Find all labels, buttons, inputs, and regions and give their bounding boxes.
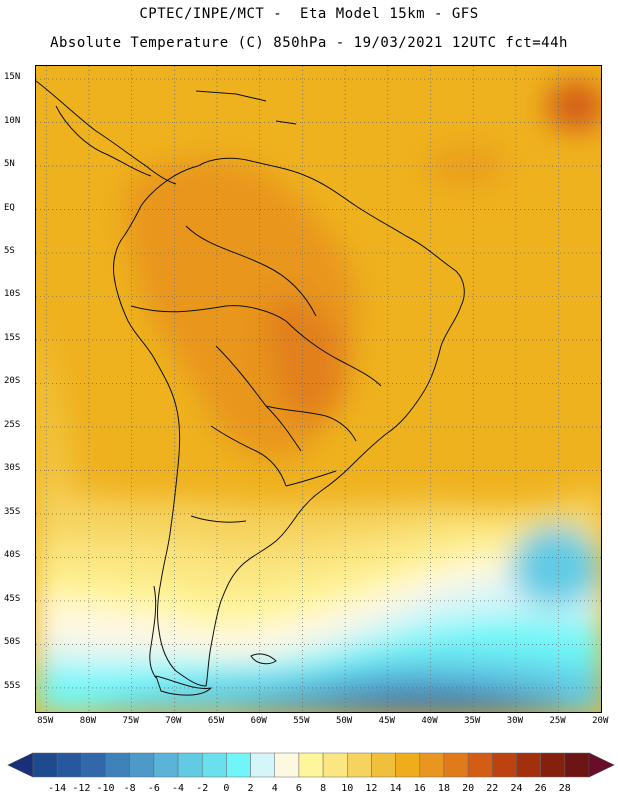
colorbar-cell — [250, 752, 275, 778]
colorbar-arrow-high — [588, 752, 615, 778]
temperature-map — [35, 65, 602, 713]
colorbar-tick-label: 12 — [365, 783, 378, 794]
title-line-2: Absolute Temperature (C) 850hPa - 19/03/… — [50, 35, 568, 51]
colorbar-tick-label: 16 — [413, 783, 426, 794]
graticule — [36, 66, 601, 712]
lat-label: 25S — [4, 419, 21, 430]
map-canvas — [36, 66, 601, 712]
colorbar-cell — [492, 752, 517, 778]
colorbar-cell — [56, 752, 82, 778]
colorbar-tick-label: 6 — [295, 783, 302, 794]
colorbar-cell — [371, 752, 396, 778]
lat-label: 15N — [4, 72, 21, 83]
colorbar-cell — [81, 752, 106, 778]
colorbar-cell — [274, 752, 300, 778]
lat-label: 50S — [4, 637, 21, 648]
lon-label: 75W — [122, 716, 139, 726]
colorbar-tick-label: 2 — [247, 783, 254, 794]
colorbar-tick-label: 10 — [341, 783, 354, 794]
lon-label: 65W — [207, 716, 225, 726]
lat-label: 30S — [4, 463, 21, 474]
colorbar-tick-label: 14 — [389, 783, 402, 794]
lat-label: EQ — [4, 202, 15, 213]
colorbar-cell — [419, 752, 445, 778]
colorbar-cell — [395, 752, 421, 778]
lat-label: 10N — [4, 115, 21, 126]
lon-label: 50W — [335, 716, 353, 726]
colorbar-cell — [443, 752, 469, 778]
lon-label: 40W — [421, 716, 438, 726]
colorbar-tick-label: -10 — [96, 783, 115, 794]
colorbar-tick-label: 22 — [486, 783, 499, 794]
colorbar-cell — [564, 752, 590, 778]
lat-label: 10S — [4, 289, 21, 300]
colorbar-cell — [201, 752, 227, 778]
colorbar-tick-label: -2 — [196, 783, 209, 794]
lat-label: 5N — [4, 159, 15, 170]
colorbar-tick-label: 0 — [223, 783, 230, 794]
colorbar-tick-label: 18 — [437, 783, 450, 794]
colorbar-cell — [105, 752, 130, 778]
colorbar-arrow-low — [7, 752, 34, 778]
colorbar-cell — [540, 752, 566, 778]
lat-label: 15S — [4, 332, 21, 343]
colorbar-cells — [7, 752, 615, 778]
colorbar — [7, 752, 615, 778]
colorbar-cell — [153, 752, 179, 778]
lon-label: 25W — [549, 716, 566, 726]
lon-label: 85W — [37, 716, 54, 726]
lat-label: 5S — [4, 246, 15, 256]
colorbar-tick-label: -4 — [172, 783, 185, 794]
lat-label: 55S — [4, 680, 21, 691]
lat-label: 45S — [4, 593, 21, 604]
lat-label: 35S — [4, 506, 21, 517]
lon-label: 55W — [293, 716, 310, 726]
lon-label: 80W — [79, 716, 97, 726]
colorbar-cell — [177, 752, 203, 778]
colorbar-tick-label: 4 — [271, 783, 278, 794]
colorbar-tick-label: -14 — [48, 783, 67, 794]
colorbar-cell — [347, 752, 372, 778]
lon-label: 45W — [378, 716, 395, 726]
colorbar-cell — [32, 752, 58, 778]
lon-label: 20W — [592, 716, 609, 726]
colorbar-cell — [322, 752, 348, 778]
colorbar-tick-label: 28 — [558, 783, 571, 794]
colorbar-cell — [298, 752, 324, 778]
colorbar-cell — [516, 752, 541, 778]
lon-label: 70W — [165, 716, 182, 726]
colorbar-tick-label: 8 — [320, 783, 327, 794]
temperature-field — [36, 81, 601, 712]
lat-label: 20S — [4, 376, 21, 387]
colorbar-tick-label: -8 — [123, 783, 136, 794]
colorbar-cell — [129, 752, 155, 778]
colorbar-cell — [467, 752, 493, 778]
coastline — [36, 80, 465, 696]
colorbar-tick-label: 26 — [534, 783, 547, 794]
lon-label: 30W — [506, 716, 524, 726]
colorbar-tick-label: 24 — [510, 783, 523, 794]
lat-label: 40S — [4, 550, 21, 561]
lon-label: 35W — [464, 716, 481, 726]
colorbar-cell — [226, 752, 251, 778]
colorbar-tick-label: -6 — [147, 783, 160, 794]
colorbar-tick-label: 20 — [462, 783, 475, 794]
colorbar-tick-label: -12 — [72, 783, 91, 794]
lon-label: 60W — [250, 716, 267, 726]
title-line-1: CPTEC/INPE/MCT - Eta Model 15km - GFS — [139, 6, 479, 22]
